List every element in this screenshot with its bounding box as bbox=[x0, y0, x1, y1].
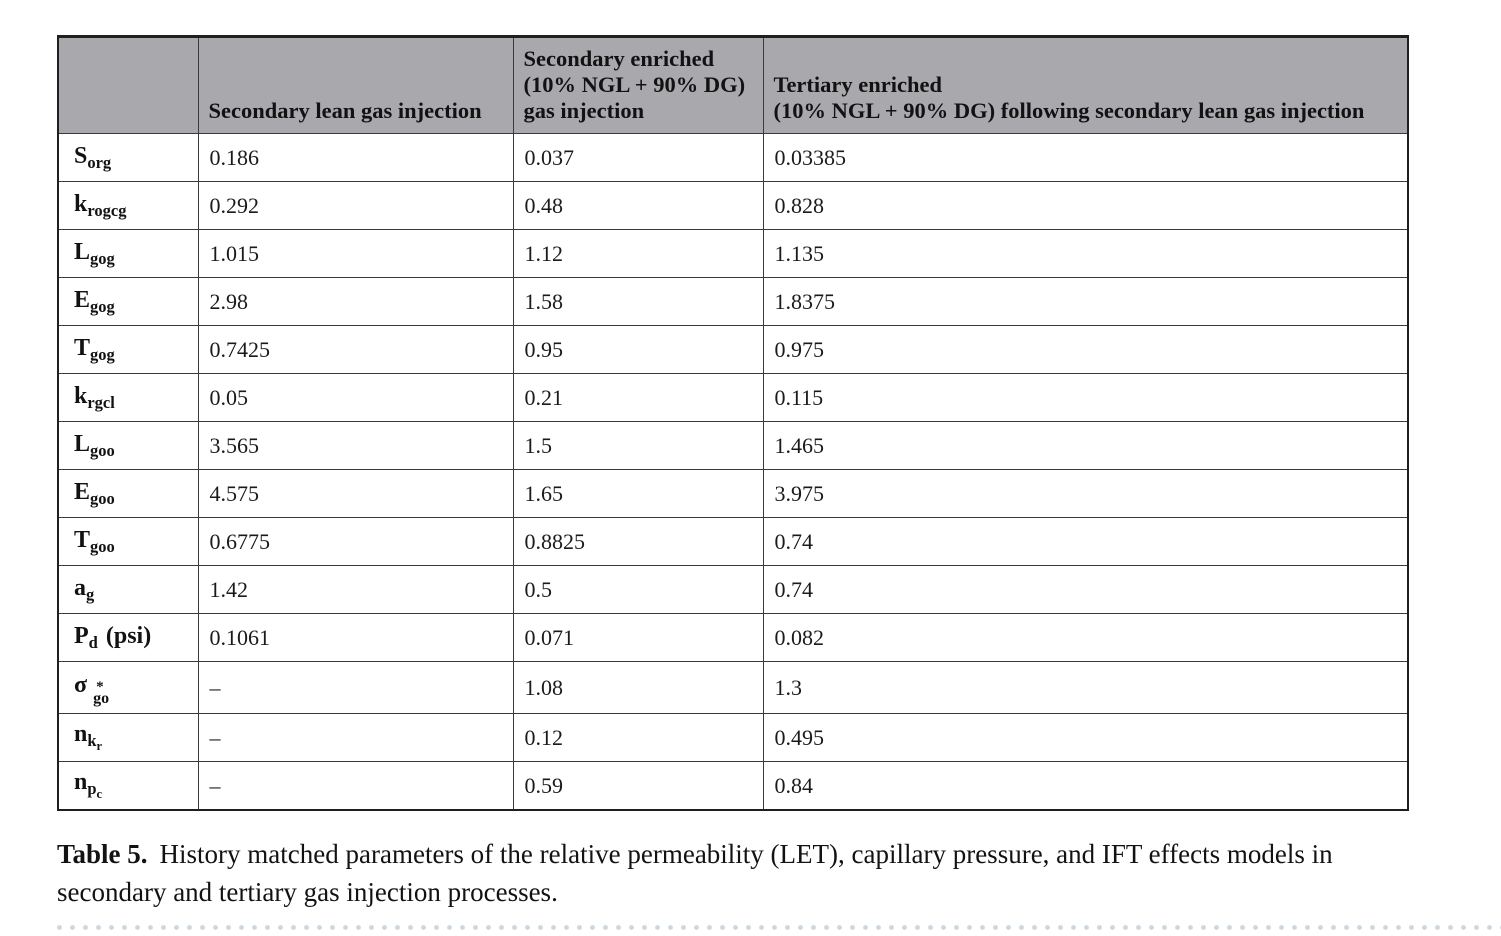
table-row-krogcg: krogcg 0.292 0.48 0.828 bbox=[57, 181, 1409, 231]
cell-secondary-lean: 0.7425 bbox=[197, 325, 514, 375]
cell-secondary-enriched: 1.65 bbox=[512, 469, 764, 519]
cell-secondary-lean: – bbox=[197, 713, 514, 763]
table-row-sorg: Sorg 0.186 0.037 0.03385 bbox=[57, 133, 1409, 183]
cell-secondary-enriched: 1.5 bbox=[512, 421, 764, 471]
table-row-sigma-go: σ * go – 1.08 1.3 bbox=[57, 661, 1409, 715]
cell-secondary-enriched: 0.21 bbox=[512, 373, 764, 423]
row-label-krogcg: krogcg bbox=[57, 181, 199, 231]
row-label-lgoo: Lgoo bbox=[57, 421, 199, 471]
row-label-krgcl: krgcl bbox=[57, 373, 199, 423]
header-line: Tertiary enriched bbox=[773, 72, 943, 98]
table-row-pd-psi: Pd (psi) 0.1061 0.071 0.082 bbox=[57, 613, 1409, 663]
cell-tertiary-enriched: 1.8375 bbox=[762, 277, 1409, 327]
row-label-ag: ag bbox=[57, 565, 199, 615]
cell-secondary-lean: 0.292 bbox=[197, 181, 514, 231]
cell-secondary-enriched: 0.071 bbox=[512, 613, 764, 663]
header-line: Secondary enriched bbox=[523, 46, 715, 71]
table-row-lgoo: Lgoo 3.565 1.5 1.465 bbox=[57, 421, 1409, 471]
cell-tertiary-enriched: 1.465 bbox=[762, 421, 1409, 471]
cell-tertiary-enriched: 0.115 bbox=[762, 373, 1409, 423]
cell-secondary-lean: 0.05 bbox=[197, 373, 514, 423]
column-header-secondary-enriched: Secondary enriched (10% NGL + 90% DG) ga… bbox=[512, 35, 764, 135]
cell-secondary-enriched: 0.59 bbox=[512, 761, 764, 811]
cell-secondary-enriched: 0.95 bbox=[512, 325, 764, 375]
cell-secondary-lean: 0.1061 bbox=[197, 613, 514, 663]
cell-secondary-enriched: 0.8825 bbox=[512, 517, 764, 567]
table-row-lgog: Lgog 1.015 1.12 1.135 bbox=[57, 229, 1409, 279]
row-label-sorg: Sorg bbox=[57, 133, 199, 183]
cell-secondary-lean: 0.6775 bbox=[197, 517, 514, 567]
caption-label: Table 5. bbox=[57, 839, 148, 869]
column-header-tertiary-enriched: Tertiary enriched (10% NGL + 90% DG) fol… bbox=[762, 35, 1409, 135]
cell-tertiary-enriched: 0.975 bbox=[762, 325, 1409, 375]
cell-tertiary-enriched: 1.135 bbox=[762, 229, 1409, 279]
table-row-tgog: Tgog 0.7425 0.95 0.975 bbox=[57, 325, 1409, 375]
row-label-pd-psi: Pd (psi) bbox=[57, 613, 199, 663]
header-line: (10% NGL + 90% DG) bbox=[523, 72, 746, 98]
cell-secondary-enriched: 0.12 bbox=[512, 713, 764, 763]
table-row-ag: ag 1.42 0.5 0.74 bbox=[57, 565, 1409, 615]
cell-secondary-enriched: 0.037 bbox=[512, 133, 764, 183]
header-line: (10% NGL + 90% DG) following secondary l… bbox=[773, 98, 1365, 124]
cell-tertiary-enriched: 0.84 bbox=[762, 761, 1409, 811]
cell-secondary-lean: 2.98 bbox=[197, 277, 514, 327]
cell-secondary-enriched: 1.58 bbox=[512, 277, 764, 327]
parameters-table: Secondary lean gas injection Secondary e… bbox=[57, 35, 1409, 811]
table-row-tgoo: Tgoo 0.6775 0.8825 0.74 bbox=[57, 517, 1409, 567]
header-row: Secondary lean gas injection Secondary e… bbox=[57, 35, 1409, 135]
table-row-nkr: nkr – 0.12 0.495 bbox=[57, 713, 1409, 763]
table-caption: Table 5. History matched parameters of th… bbox=[57, 835, 1409, 911]
row-label-egog: Egog bbox=[57, 277, 199, 327]
table-row-npc: npc – 0.59 0.84 bbox=[57, 761, 1409, 811]
cell-tertiary-enriched: 1.3 bbox=[762, 661, 1409, 715]
cell-tertiary-enriched: 0.74 bbox=[762, 565, 1409, 615]
cell-tertiary-enriched: 3.975 bbox=[762, 469, 1409, 519]
cell-secondary-lean: 1.42 bbox=[197, 565, 514, 615]
cell-secondary-enriched: 1.08 bbox=[512, 661, 764, 715]
row-label-egoo: Egoo bbox=[57, 469, 199, 519]
cell-secondary-lean: – bbox=[197, 661, 514, 715]
cell-secondary-lean: 0.186 bbox=[197, 133, 514, 183]
cell-tertiary-enriched: 0.03385 bbox=[762, 133, 1409, 183]
table-row-egoo: Egoo 4.575 1.65 3.975 bbox=[57, 469, 1409, 519]
column-header-secondary-lean: Secondary lean gas injection bbox=[197, 35, 514, 135]
cell-secondary-enriched: 0.48 bbox=[512, 181, 764, 231]
cell-secondary-lean: – bbox=[197, 761, 514, 811]
column-header-empty bbox=[57, 35, 199, 135]
row-label-nkr: nkr bbox=[57, 713, 199, 763]
caption-text: History matched parameters of the relati… bbox=[57, 839, 1333, 907]
table-row-krgcl: krgcl 0.05 0.21 0.115 bbox=[57, 373, 1409, 423]
cell-tertiary-enriched: 0.828 bbox=[762, 181, 1409, 231]
row-label-tgog: Tgog bbox=[57, 325, 199, 375]
row-label-lgog: Lgog bbox=[57, 229, 199, 279]
cell-secondary-lean: 1.015 bbox=[197, 229, 514, 279]
table-row-egog: Egog 2.98 1.58 1.8375 bbox=[57, 277, 1409, 327]
row-label-sigma-go: σ * go bbox=[57, 661, 199, 715]
cell-secondary-lean: 3.565 bbox=[197, 421, 514, 471]
cell-tertiary-enriched: 0.495 bbox=[762, 713, 1409, 763]
header-line: gas injection bbox=[523, 98, 645, 124]
dotted-divider bbox=[57, 925, 1501, 931]
cell-secondary-lean: 4.575 bbox=[197, 469, 514, 519]
row-label-npc: npc bbox=[57, 761, 199, 811]
row-label-tgoo: Tgoo bbox=[57, 517, 199, 567]
cell-tertiary-enriched: 0.74 bbox=[762, 517, 1409, 567]
cell-secondary-enriched: 0.5 bbox=[512, 565, 764, 615]
cell-secondary-enriched: 1.12 bbox=[512, 229, 764, 279]
header-line: Secondary lean gas injection bbox=[208, 98, 482, 124]
cell-tertiary-enriched: 0.082 bbox=[762, 613, 1409, 663]
